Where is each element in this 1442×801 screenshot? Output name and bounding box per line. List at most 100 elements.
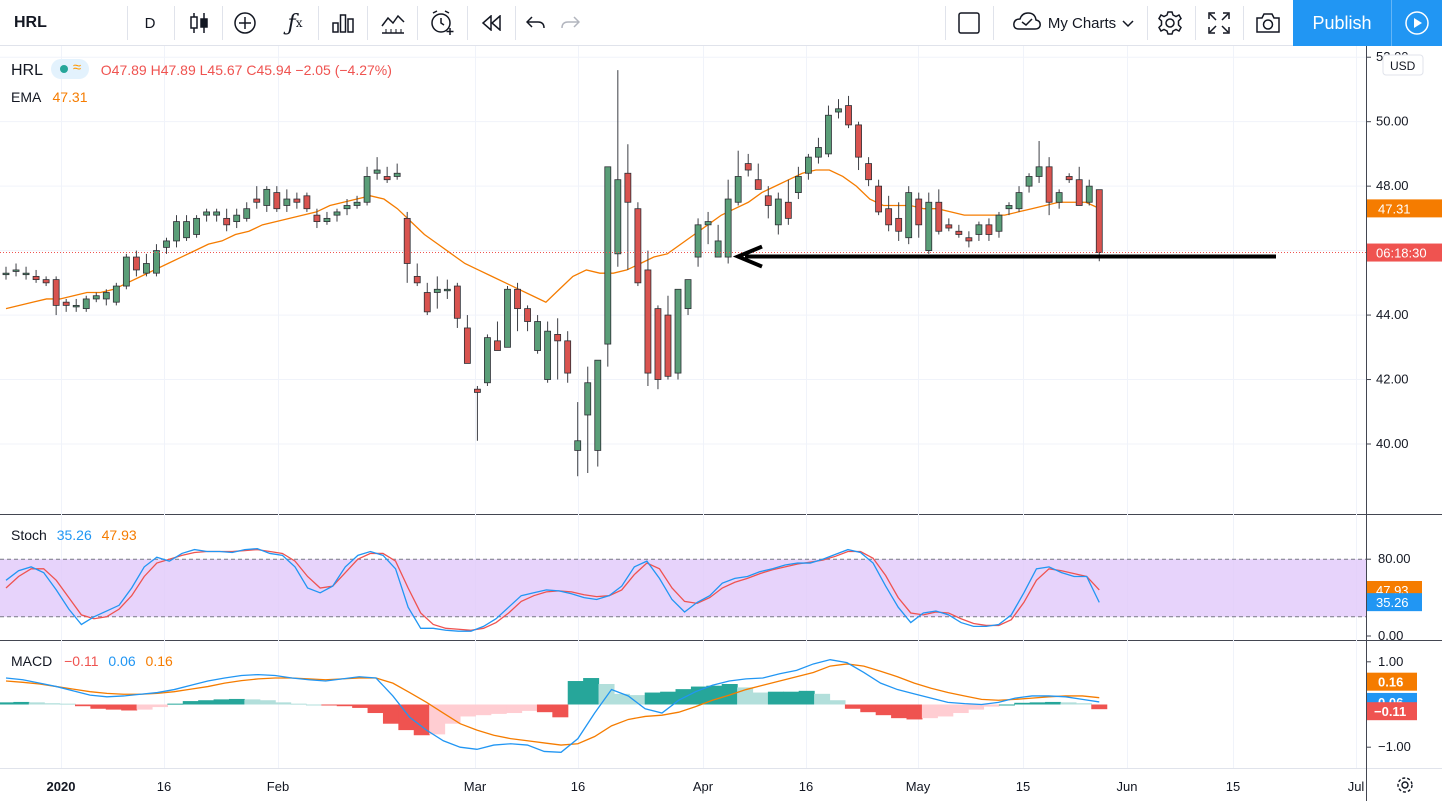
candle-body	[815, 147, 822, 158]
candle-body	[2, 272, 10, 276]
toolbar-divider	[1243, 6, 1244, 40]
candle-body	[293, 198, 301, 203]
candle	[223, 208, 231, 232]
toolbar-divider	[467, 6, 468, 40]
candle	[865, 157, 872, 187]
candle	[263, 186, 271, 212]
candle-body	[132, 256, 140, 271]
candle	[453, 282, 461, 328]
macd-hist-bar	[998, 704, 1015, 706]
axis-settings-icon[interactable]	[1397, 777, 1413, 793]
candle-body	[1055, 192, 1063, 203]
macd-hist-bar	[598, 684, 615, 705]
candle	[1065, 173, 1073, 183]
candle-body	[855, 124, 862, 158]
interval-button[interactable]: D	[144, 14, 156, 32]
candle	[363, 166, 371, 206]
macd-line-value: 0.06	[108, 653, 136, 669]
candle	[945, 218, 953, 232]
candle-body	[714, 240, 722, 258]
price-tick-label: 44.00	[1376, 307, 1409, 322]
settings-icon[interactable]	[1156, 0, 1184, 46]
candle-body	[774, 198, 782, 226]
bar-chart-icon[interactable]	[330, 0, 356, 46]
stoch-k-price-label: 35.26	[1376, 595, 1409, 610]
time-tick-label: 16	[157, 779, 171, 794]
layout-square-icon[interactable]	[956, 0, 982, 46]
undo-icon[interactable]	[524, 0, 548, 46]
candle-body	[193, 217, 200, 235]
candle	[664, 295, 672, 380]
candle	[333, 208, 341, 222]
candle-body	[353, 201, 361, 206]
candle-body	[534, 321, 541, 351]
my-charts-button[interactable]: My Charts	[998, 0, 1148, 46]
candle	[193, 215, 200, 238]
candle-body	[373, 169, 381, 174]
ema-value: 47.31	[52, 89, 88, 105]
replay-icon[interactable]	[478, 0, 504, 46]
legend-ohlc: O47.89 H47.89 L45.67 C45.94 −2.05 (−4.27…	[100, 62, 392, 78]
price-tick-label: 50.00	[1376, 114, 1409, 129]
macd-hist-bar	[506, 704, 523, 714]
toolbar-divider	[1195, 6, 1196, 40]
camera-icon[interactable]	[1254, 0, 1282, 46]
macd-hist-bar	[0, 702, 14, 705]
candle	[423, 282, 431, 316]
candle	[143, 253, 150, 277]
candle-body	[32, 275, 40, 281]
stoch-legend: Stoch 35.26 47.93	[11, 527, 137, 543]
templates-icon[interactable]	[379, 0, 407, 46]
time-tick-label: 15	[1226, 779, 1240, 794]
candle-body	[704, 221, 712, 226]
macd-hist-bar	[444, 704, 461, 724]
legend-symbol: HRL	[11, 62, 44, 79]
candle-body	[975, 224, 983, 235]
chart-area[interactable]: 52.0050.0048.0046.0044.0042.0040.0047.31…	[0, 46, 1442, 801]
macd-hist-bar	[121, 704, 138, 711]
stoch-d-value: 47.93	[101, 527, 137, 543]
candle	[173, 215, 180, 248]
candle-body	[845, 105, 852, 126]
candle	[122, 253, 130, 290]
candles-icon[interactable]	[186, 0, 212, 46]
candle-body	[764, 195, 772, 206]
chart-canvas[interactable]: 52.0050.0048.0046.0044.0042.0040.0047.31…	[0, 46, 1442, 801]
visibility-toggle[interactable]: ≈	[50, 59, 89, 79]
macd-hist-bar	[44, 703, 61, 705]
candle-body	[383, 176, 391, 181]
macd-signal-label-bg	[1367, 672, 1417, 691]
macd-hist-bar	[783, 691, 800, 705]
macd-hist-bar	[1045, 701, 1062, 705]
add-indicator-icon[interactable]	[232, 0, 258, 46]
alert-icon[interactable]	[428, 0, 456, 46]
macd-hist-bar	[352, 704, 369, 708]
candle-body	[744, 163, 752, 171]
candle	[985, 218, 993, 241]
ema-price-label: 47.31	[1378, 201, 1411, 216]
candle	[1085, 179, 1093, 206]
main-legend: HRL ≈ O47.89 H47.89 L45.67 C45.94 −2.05 …	[11, 59, 392, 80]
redo-icon[interactable]	[558, 0, 582, 46]
candle	[494, 321, 501, 351]
candle	[684, 279, 692, 316]
macd-hist-bar	[305, 704, 322, 706]
candle-body	[684, 279, 692, 310]
candle	[845, 95, 852, 129]
candle	[393, 163, 401, 180]
publish-button[interactable]: Publish	[1293, 0, 1391, 46]
candle	[323, 211, 331, 225]
candle-body	[62, 301, 70, 306]
symbol-search-button[interactable]: HRL	[14, 14, 47, 31]
candle-body	[945, 224, 953, 229]
candle-body	[544, 330, 552, 380]
candle	[1075, 166, 1083, 206]
fullscreen-icon[interactable]	[1206, 0, 1232, 46]
play-icon[interactable]	[1391, 0, 1442, 46]
candle-body	[524, 308, 531, 322]
macd-hist-bar	[1060, 702, 1077, 705]
stoch-tick-label: 0.00	[1378, 628, 1403, 643]
candle-body	[634, 208, 642, 284]
macd-legend: MACD −0.11 0.06 0.16	[11, 653, 173, 669]
